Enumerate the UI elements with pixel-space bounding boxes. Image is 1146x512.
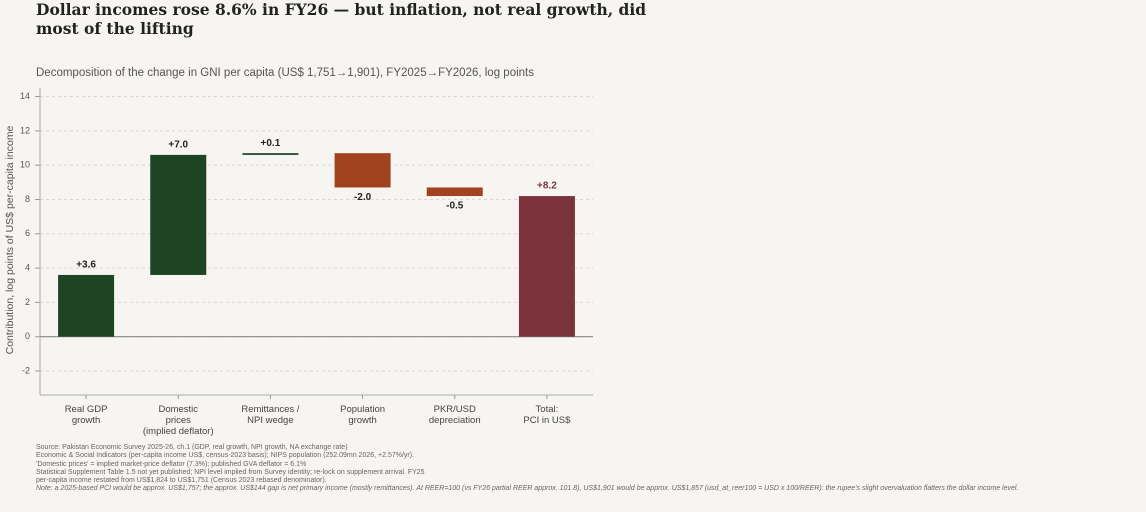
y-axis-label: Contribution, log points of US$ per-capi… (4, 125, 16, 354)
y-tick-label: 14 (20, 91, 30, 101)
y-tick-label: 0 (25, 331, 30, 341)
value-label: +7.0 (168, 140, 188, 151)
value-label: -0.5 (446, 201, 464, 212)
note: Source: Pakistan Economic Survey 2025-26… (36, 444, 348, 451)
x-tick-label: Remittances / NPI wedge (241, 404, 300, 426)
note: Statistical Supplement Table 1.5 not yet… (36, 468, 425, 485)
y-tick-label: 8 (25, 194, 30, 204)
y-tick-label: 2 (25, 297, 30, 307)
x-tick-label: Total: PCI in US$ (523, 404, 571, 426)
x-tick-label: Domestic prices (implied deflator) (142, 404, 214, 437)
chart-title: Dollar incomes rose 8.6% in FY26 — but i… (36, 0, 647, 38)
value-label: +0.1 (261, 138, 281, 149)
bar (150, 154, 207, 275)
value-label: +3.6 (76, 260, 96, 271)
x-tick-label: PKR/USD depreciation (428, 404, 481, 426)
x-tick-label: Real GDP growth (64, 404, 108, 426)
bar (334, 153, 391, 188)
bar (242, 153, 299, 155)
y-tick-label: -2 (22, 365, 30, 375)
x-tick-label: Population growth (340, 404, 386, 426)
note: Economic & Social Indicators (per-capita… (36, 452, 414, 468)
y-tick-label: 6 (25, 228, 30, 238)
value-label: +8.2 (537, 181, 557, 192)
chart-subtitle: Decomposition of the change in GNI per c… (36, 67, 534, 79)
bar (426, 187, 483, 197)
bar (518, 196, 575, 337)
y-tick-label: 12 (20, 125, 30, 135)
y-tick-label: 4 (25, 262, 30, 272)
note: Note: a 2025-based PCI would be approx. … (36, 485, 1019, 493)
y-tick-label: 10 (20, 160, 30, 170)
value-label: -2.0 (354, 192, 372, 203)
notes: Source: Pakistan Economic Survey 2025-26… (36, 444, 1141, 494)
bar (58, 274, 115, 337)
